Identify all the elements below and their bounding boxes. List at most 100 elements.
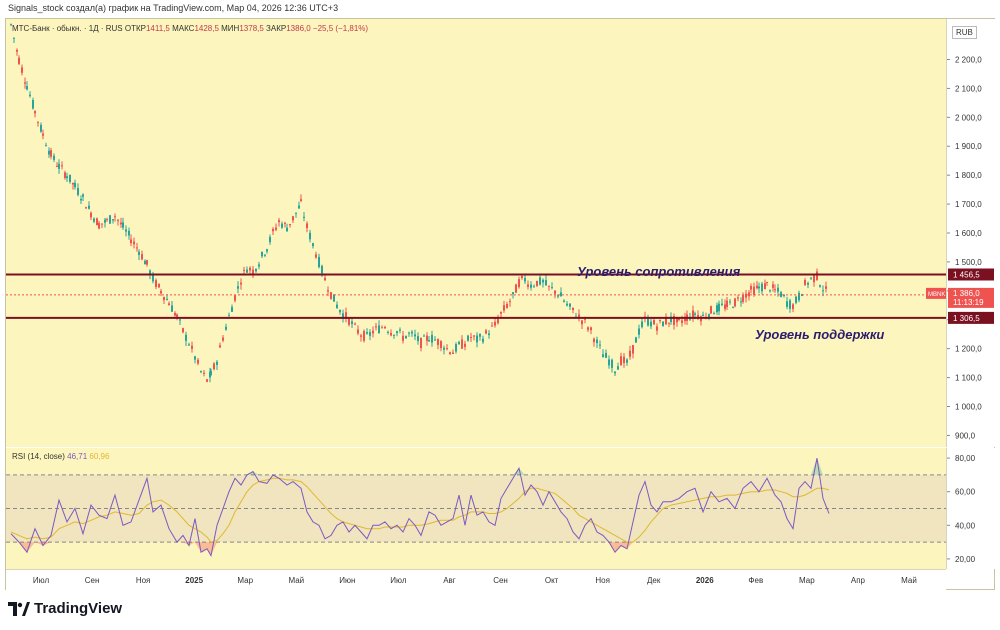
candle-body xyxy=(617,366,619,370)
candle-body xyxy=(146,260,148,265)
candle-body xyxy=(96,218,98,226)
candle-body xyxy=(464,343,466,347)
candle-body xyxy=(101,223,103,225)
candle-body xyxy=(179,319,181,321)
candle-body xyxy=(726,300,728,308)
candle-body xyxy=(497,319,499,324)
price-pane[interactable]: MBNK xyxy=(6,19,946,447)
candle-body xyxy=(411,331,413,334)
time-tick-label: Окт xyxy=(545,576,559,585)
rsi-axis[interactable]: 20,00 40,00 60,00 80,00 xyxy=(946,448,995,569)
currency-button[interactable]: RUB xyxy=(952,26,977,39)
candle-body xyxy=(315,254,317,258)
candle-body xyxy=(780,292,782,297)
chart-header: Signals_stock создал(а) график на Tradin… xyxy=(8,3,339,13)
candle-body xyxy=(548,285,550,287)
candle-body xyxy=(503,305,505,311)
candle-body xyxy=(182,328,184,333)
support-level-label: 1 306,5 xyxy=(953,314,980,323)
candle-body xyxy=(716,305,718,313)
candle-body xyxy=(45,145,47,147)
candle-body xyxy=(551,287,553,289)
candle-body xyxy=(825,286,827,289)
rsi-axis-svg: 20,00 40,00 60,00 80,00 xyxy=(947,454,976,564)
candle-body xyxy=(440,341,442,349)
candle-body xyxy=(249,267,251,271)
candle-body xyxy=(766,281,768,283)
candle-body xyxy=(216,361,218,365)
high-value: 1428,5 xyxy=(194,24,219,33)
candle-body xyxy=(114,216,116,218)
candle-body xyxy=(360,335,362,337)
rsi-ma-value: 60,96 xyxy=(89,452,110,461)
candle-body xyxy=(133,241,135,245)
candle-body xyxy=(795,296,797,303)
candle-body xyxy=(491,325,493,327)
candle-body xyxy=(363,330,365,341)
candle-body xyxy=(318,256,320,268)
candle-body xyxy=(506,304,508,308)
candle-body xyxy=(158,283,160,288)
candle-body xyxy=(292,216,294,221)
price-tick-label: 900,0 xyxy=(955,431,976,440)
price-tick-label: 2 200,0 xyxy=(955,55,982,64)
candle-body xyxy=(269,236,271,243)
candle-body xyxy=(748,292,750,297)
candle-body xyxy=(258,264,260,267)
tradingview-logo[interactable]: TradingView xyxy=(8,600,122,617)
candle-body xyxy=(32,99,34,109)
candle-body xyxy=(521,276,523,279)
candle-body xyxy=(761,283,763,292)
candle-body xyxy=(399,329,401,331)
price-chart[interactable]: MBNK xyxy=(6,19,946,447)
low-label: МИН xyxy=(221,24,240,33)
candle-body xyxy=(58,163,60,169)
candle-body xyxy=(694,313,696,315)
candle-body xyxy=(90,212,92,218)
price-tick-label: 1 900,0 xyxy=(955,142,982,151)
candle-body xyxy=(210,370,212,376)
candle-body xyxy=(174,312,176,316)
rsi-ma-line xyxy=(10,477,830,543)
rsi-chart[interactable] xyxy=(6,448,946,569)
candle-body xyxy=(237,286,239,289)
candle-body xyxy=(620,356,622,365)
price-tick-label: 1 600,0 xyxy=(955,229,982,238)
candle-body xyxy=(777,287,779,292)
time-tick-label: Июн xyxy=(339,576,355,585)
rsi-pane[interactable] xyxy=(6,448,946,569)
candle-body xyxy=(281,223,283,228)
candle-body xyxy=(176,314,178,317)
candle-body xyxy=(144,260,146,265)
candle-body xyxy=(742,294,744,302)
candle-body xyxy=(650,321,652,327)
candle-body xyxy=(357,329,359,334)
candle-body xyxy=(632,345,634,354)
candle-body xyxy=(458,341,460,345)
candle-body xyxy=(336,304,338,309)
candle-body xyxy=(512,292,514,295)
candle-body xyxy=(300,199,302,201)
candle-body xyxy=(234,295,236,301)
candle-body xyxy=(405,335,407,339)
candle-body xyxy=(509,301,511,303)
price-axis[interactable]: 900,01 000,01 100,01 200,01 300,01 400,0… xyxy=(946,19,995,447)
price-tick-label: 2 000,0 xyxy=(955,113,982,122)
ticker-label: MBNK xyxy=(928,292,945,298)
candle-body xyxy=(605,352,607,358)
candle-body xyxy=(298,205,300,209)
open-label: ОТКР xyxy=(124,24,146,33)
candle-body xyxy=(807,283,809,285)
candle-body xyxy=(745,293,747,298)
rsi-legend[interactable]: RSI (14, close) 46,71 60,96 xyxy=(12,452,109,461)
symbol-legend[interactable]: МТС-Банк · обыкн. · 1Д · RUS ОТКР1411,5 … xyxy=(12,24,368,33)
candle-body xyxy=(286,227,288,232)
candle-body xyxy=(426,335,428,341)
candle-body xyxy=(136,247,138,249)
candle-body xyxy=(482,338,484,343)
candle-body xyxy=(261,251,263,257)
candle-body xyxy=(155,280,157,287)
candle-body xyxy=(524,278,526,282)
time-axis[interactable]: Июл Сен Ноя 2025 Мар Май Июн Июл Авг Сен Окт Ноя Дек… xyxy=(6,569,946,590)
candle-body xyxy=(272,228,274,232)
